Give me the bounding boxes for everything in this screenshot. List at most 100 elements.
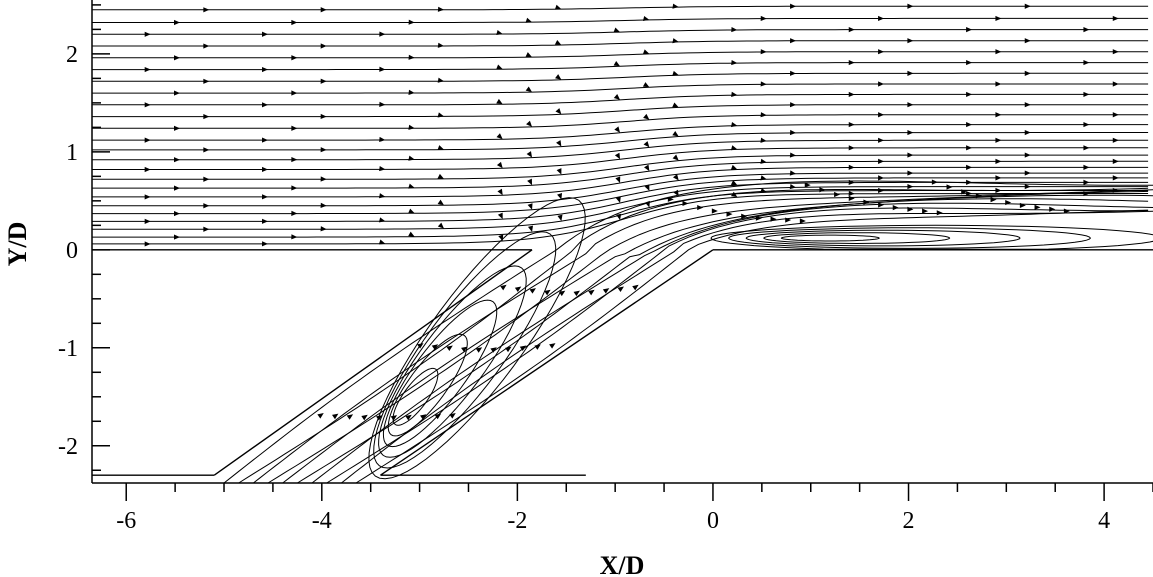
y-tick-label: -2 bbox=[58, 434, 78, 460]
streamline-arrow bbox=[144, 166, 151, 173]
vortex-loop bbox=[763, 232, 951, 245]
streamline-arrow bbox=[643, 113, 650, 120]
streamline-arrow bbox=[174, 185, 181, 191]
streamline-arrow bbox=[946, 184, 953, 190]
streamline-arrow bbox=[632, 284, 639, 291]
streamline-arrow bbox=[573, 290, 580, 297]
streamline-arrow bbox=[361, 414, 368, 421]
streamline-arrow bbox=[514, 286, 522, 293]
streamline-arrow bbox=[320, 147, 327, 153]
x-tick-label: 2 bbox=[903, 508, 915, 534]
streamline-arrow bbox=[966, 190, 973, 197]
streamline-arrow bbox=[332, 413, 339, 420]
streamline-arrow bbox=[878, 137, 885, 143]
streamline-arrow bbox=[907, 3, 914, 9]
freestream-line bbox=[92, 93, 1149, 106]
streamline-arrow bbox=[408, 89, 415, 95]
streamline-arrow bbox=[376, 415, 383, 421]
streamline-arrow bbox=[711, 208, 718, 214]
streamline-arrow bbox=[613, 27, 621, 33]
streamline-arrow bbox=[966, 59, 973, 66]
streamline-arrow bbox=[437, 112, 445, 118]
streamline-arrow bbox=[203, 78, 210, 84]
streamline-arrow bbox=[144, 218, 151, 225]
freestream-line bbox=[92, 166, 1149, 198]
streamline-arrow bbox=[931, 179, 938, 185]
freestream-line bbox=[92, 154, 1149, 180]
streamline-arrow bbox=[408, 208, 415, 214]
freestream-line bbox=[92, 177, 1149, 215]
streamline-arrow bbox=[1083, 59, 1090, 66]
streamline-arrow bbox=[203, 176, 210, 182]
jet-streamline bbox=[341, 210, 1153, 484]
streamline-arrow bbox=[262, 102, 269, 108]
freestream-line bbox=[92, 172, 1149, 207]
streamline-arrow bbox=[907, 206, 914, 212]
wall-geometry-layer bbox=[92, 249, 1153, 476]
vortex-loop bbox=[710, 224, 1153, 250]
streamline-arrow bbox=[760, 112, 767, 118]
jet-streamline bbox=[355, 209, 1149, 484]
streamline-arrow bbox=[144, 137, 151, 143]
streamline-arrow bbox=[261, 194, 269, 200]
streamline-arrow bbox=[144, 31, 151, 37]
streamline-arrow bbox=[642, 82, 650, 88]
streamline-arrow bbox=[760, 175, 767, 181]
jet-streamline bbox=[297, 198, 1149, 484]
streamline-arrow bbox=[174, 90, 181, 96]
streamline-arrow bbox=[672, 174, 679, 181]
freestream-line bbox=[92, 72, 1149, 82]
streamline-arrow bbox=[346, 414, 354, 420]
freestream-line bbox=[92, 17, 1149, 23]
streamline-arrow bbox=[203, 203, 210, 209]
streamline-arrow bbox=[614, 126, 621, 133]
streamline-arrow bbox=[731, 59, 738, 66]
streamline-arrow bbox=[731, 121, 738, 128]
streamline-arrow bbox=[261, 218, 269, 224]
streamline-arrow bbox=[1024, 152, 1031, 158]
streamline-arrow bbox=[291, 125, 298, 131]
streamline-arrow bbox=[848, 164, 855, 170]
streamline-arrow bbox=[672, 3, 679, 9]
streamline-arrow bbox=[408, 19, 415, 25]
streamline-arrow bbox=[819, 187, 826, 193]
streamline-arrow bbox=[203, 113, 210, 120]
streamline-arrow bbox=[526, 151, 533, 158]
streamline-arrow bbox=[731, 26, 738, 33]
streamline-arrow bbox=[995, 15, 1002, 22]
freestream-line bbox=[92, 40, 1149, 47]
streamline-arrow bbox=[1024, 70, 1031, 76]
streamline-arrow bbox=[174, 19, 181, 26]
streamline-arrow bbox=[1112, 81, 1119, 87]
streamline-arrow bbox=[878, 158, 885, 164]
streamline-arrow bbox=[496, 133, 503, 140]
streamline-arrow bbox=[613, 60, 621, 67]
streamline-arrow bbox=[291, 156, 298, 163]
streamline-arrow bbox=[554, 4, 562, 10]
streamline-arrow bbox=[878, 81, 885, 87]
streamline-arrow bbox=[203, 226, 210, 232]
streamline-arrow bbox=[848, 59, 855, 66]
streamline-arrow bbox=[320, 113, 327, 120]
streamline-arrow bbox=[602, 288, 610, 294]
streamline-arrow bbox=[907, 102, 914, 108]
streamline-arrow bbox=[557, 192, 563, 200]
streamline-arrow bbox=[556, 140, 562, 147]
streamline-arrow bbox=[789, 170, 797, 176]
streamline-arrow bbox=[1112, 15, 1119, 22]
streamline-arrow bbox=[496, 98, 503, 105]
streamline-arrow bbox=[1034, 204, 1041, 210]
streamline-arrow bbox=[475, 347, 483, 353]
streamline-arrow bbox=[291, 90, 298, 96]
streamline-arrow bbox=[741, 213, 748, 219]
streamline-arrow bbox=[789, 152, 797, 158]
streamline-arrow bbox=[262, 137, 269, 143]
streamline-arrow bbox=[317, 413, 324, 419]
streamline-arrow bbox=[408, 231, 415, 237]
streamline-arrow bbox=[789, 129, 797, 136]
streamline-arrow bbox=[1112, 158, 1119, 164]
streamline-arrow bbox=[878, 187, 885, 194]
streamline-arrow bbox=[378, 217, 386, 223]
freestream-line bbox=[92, 186, 1149, 230]
streamline-arrow bbox=[878, 112, 885, 118]
